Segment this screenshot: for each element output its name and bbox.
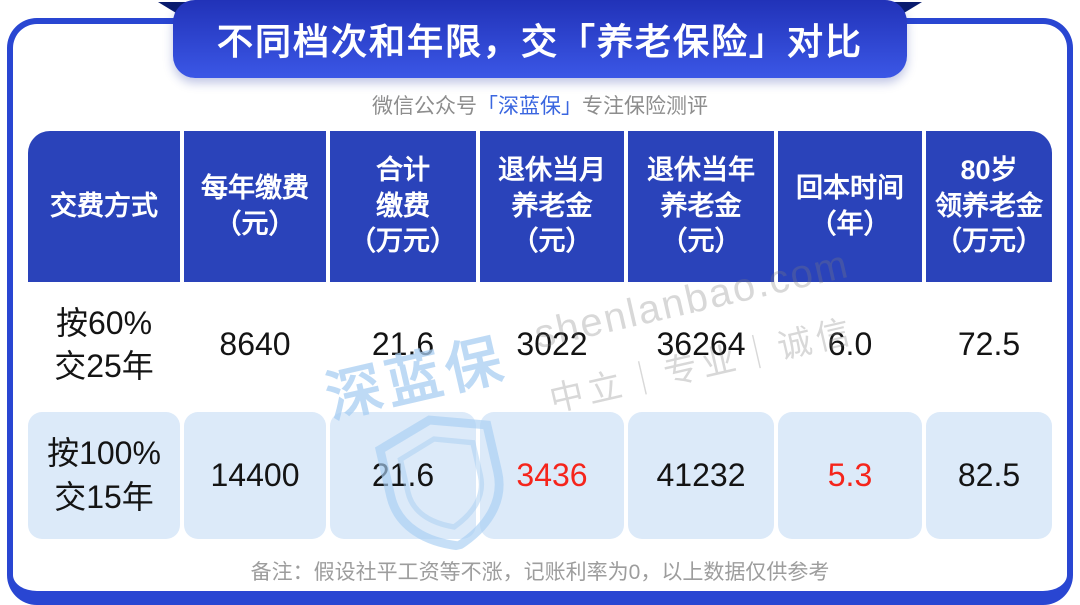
cell-yearly-pension: 41232 — [628, 412, 774, 539]
page-title: 不同档次和年限，交「养老保险」对比 — [216, 21, 863, 62]
header-total-payment: 合计 缴费 （万元） — [330, 131, 476, 282]
row-label: 按100% 交15年 — [28, 412, 180, 539]
subtitle-prefix: 微信公众号 — [372, 95, 477, 118]
cell-total-payment: 21.6 — [330, 412, 476, 539]
header-yearly-pension: 退休当年 养老金 （元） — [628, 131, 774, 282]
header-payment-method: 交费方式 — [28, 131, 180, 282]
comparison-table: 交费方式 每年缴费 （元） 合计 缴费 （万元） 退休当月 养老金 （元） 退休… — [28, 131, 1052, 539]
cell-yearly-pension: 36264 — [656, 326, 746, 363]
cell-annual-payment: 8640 — [219, 326, 291, 363]
title-banner: 不同档次和年限，交「养老保险」对比 — [173, 0, 907, 78]
header-pension-at-80: 80岁 领养老金 （万元） — [926, 131, 1052, 282]
cell-pension-at-80: 82.5 — [926, 412, 1052, 539]
cell-monthly-pension: 3022 — [516, 326, 588, 363]
header-annual-payment: 每年缴费 （元） — [184, 131, 326, 282]
footer-note: 备注：假设社平工资等不涨，记账利率为0，以上数据仅供参考 — [250, 561, 830, 584]
header-monthly-pension: 退休当月 养老金 （元） — [480, 131, 624, 282]
row-label: 按60% 交25年 — [54, 304, 154, 384]
cell-total-payment: 21.6 — [371, 326, 435, 363]
brand-name: 「深蓝保」 — [477, 95, 582, 118]
header-payback-time: 回本时间 （年） — [778, 131, 922, 282]
subtitle: 微信公众号「深蓝保」专注保险测评 — [0, 90, 1080, 120]
cell-pension-at-80: 72.5 — [957, 326, 1021, 363]
table-row-100pct-15yr: 按100% 交15年 14400 21.6 3436 41232 5.3 82.… — [28, 412, 1052, 539]
subtitle-suffix: 专注保险测评 — [582, 95, 708, 118]
table-row-60pct-25yr: 按60% 交25年 8640 21.6 3022 36264 6.0 72.5 — [28, 282, 1052, 408]
cell-monthly-pension-highlighted: 3436 — [480, 412, 624, 539]
cell-annual-payment: 14400 — [184, 412, 326, 539]
cell-payback-time: 6.0 — [827, 326, 873, 363]
cell-payback-time-highlighted: 5.3 — [778, 412, 922, 539]
table-header-row: 交费方式 每年缴费 （元） 合计 缴费 （万元） 退休当月 养老金 （元） 退休… — [28, 131, 1052, 282]
